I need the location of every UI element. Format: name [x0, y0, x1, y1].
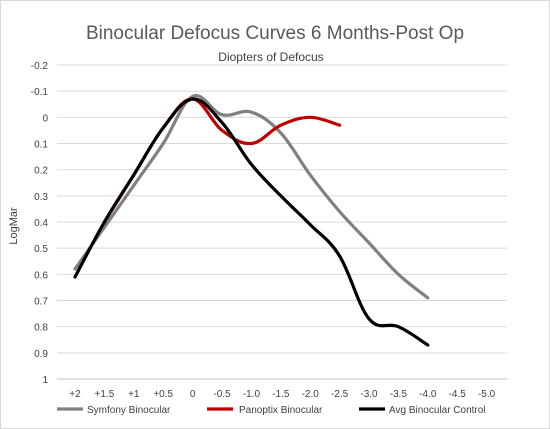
y-tick-label: 0.2	[34, 166, 48, 177]
legend-label: Panoptix Binocular	[239, 405, 323, 416]
y-tick-label: 0.4	[34, 218, 48, 229]
x-tick-label: -3.0	[360, 389, 378, 400]
y-tick-label: 0.7	[34, 297, 48, 308]
y-tick-label: 0.5	[34, 244, 48, 255]
x-tick-label: -1.5	[272, 389, 290, 400]
x-tick-label: -4.0	[419, 389, 437, 400]
x-tick-label: +2	[69, 389, 81, 400]
x-tick-label: +0.5	[153, 389, 173, 400]
y-tick-label: 0.6	[34, 270, 48, 281]
y-tick-label: 0.1	[34, 140, 48, 151]
y-tick-label: 0.3	[34, 192, 48, 203]
series-line	[73, 94, 430, 300]
y-axis-ticks: -0.2 -0.1 0 0.1 0.2 0.3 0.4 0.5 0.6 0.7 0.8 0.9 1	[31, 61, 49, 386]
legend-label: Avg Binocular Control	[389, 405, 486, 416]
series-line	[73, 97, 430, 347]
chart-subtitle: Diopters of Defocus	[218, 50, 323, 64]
x-tick-label: -0.5	[213, 389, 231, 400]
gridlines	[57, 64, 507, 380]
y-axis-label: LogMar	[8, 207, 20, 245]
y-tick-label: -0.1	[31, 87, 49, 98]
legend: Symfony Binocular Panoptix Binocular Avg B…	[57, 405, 486, 416]
y-tick-label: 1	[42, 375, 48, 386]
chart-title: Binocular Defocus Curves 6 Months-Post O…	[86, 23, 464, 44]
series-lines	[73, 94, 430, 347]
x-tick-label: -2.0	[302, 389, 320, 400]
x-tick-label: -1.0	[243, 389, 261, 400]
y-tick-label: -0.2	[31, 61, 49, 72]
legend-label: Symfony Binocular	[87, 405, 171, 416]
y-tick-label: 0.8	[34, 323, 48, 334]
x-axis-ticks: +2 +1.5 +1 +0.5 0 -0.5 -1.0 -1.5 -2.0 -2.5 -3.0 -3.…	[69, 389, 495, 400]
x-tick-label: -5.0	[478, 389, 496, 400]
y-tick-label: 0	[42, 113, 48, 124]
x-tick-label: +1.5	[95, 389, 115, 400]
y-tick-label: 0.9	[34, 349, 48, 360]
x-tick-label: +1	[128, 389, 140, 400]
x-tick-label: -3.5	[390, 389, 408, 400]
x-tick-label: 0	[190, 389, 196, 400]
x-tick-label: -4.5	[449, 389, 467, 400]
x-tick-label: -2.5	[331, 389, 349, 400]
